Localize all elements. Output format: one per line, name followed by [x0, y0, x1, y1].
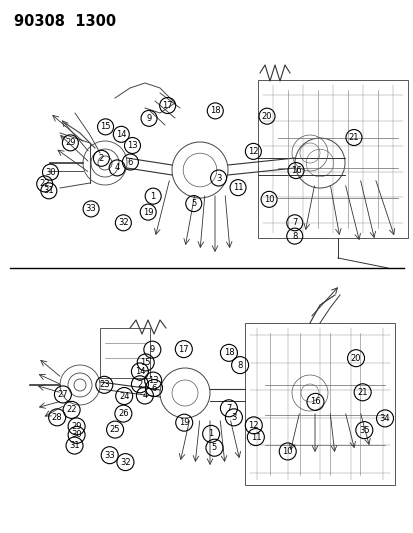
Text: 34: 34 [379, 414, 389, 423]
Text: 4: 4 [142, 391, 147, 400]
Text: 11: 11 [250, 433, 261, 441]
Text: 31: 31 [69, 441, 80, 450]
Text: 33: 33 [104, 451, 115, 459]
Text: 15: 15 [100, 123, 111, 131]
Text: 14: 14 [134, 367, 145, 376]
Text: 4: 4 [114, 164, 119, 172]
Text: 16: 16 [290, 166, 301, 175]
Text: 10: 10 [263, 195, 274, 204]
Text: 2: 2 [137, 380, 142, 389]
Text: 7: 7 [292, 219, 297, 227]
Text: 9: 9 [146, 114, 151, 123]
Text: 29: 29 [71, 422, 82, 431]
Text: 13: 13 [147, 376, 158, 385]
Text: 5: 5 [191, 199, 196, 208]
Text: 28: 28 [52, 413, 62, 422]
Text: 3: 3 [231, 413, 236, 422]
Text: 30: 30 [71, 431, 82, 439]
Text: 17: 17 [178, 345, 189, 353]
Text: 3: 3 [216, 174, 221, 182]
Text: 1: 1 [150, 192, 155, 200]
Text: 20: 20 [261, 112, 272, 120]
Text: 35: 35 [358, 426, 369, 434]
Text: 5: 5 [211, 443, 216, 452]
Text: 2: 2 [99, 154, 104, 163]
Text: 13: 13 [127, 141, 138, 150]
Text: 21: 21 [356, 388, 367, 397]
Text: 17: 17 [162, 101, 173, 110]
Text: 22: 22 [39, 180, 50, 188]
Text: 14: 14 [116, 130, 126, 139]
Text: 22: 22 [66, 406, 77, 414]
Text: 10: 10 [282, 447, 292, 456]
Text: 18: 18 [209, 107, 220, 115]
Text: 27: 27 [57, 390, 68, 399]
Text: 12: 12 [248, 421, 259, 430]
Text: 6: 6 [151, 384, 156, 392]
Text: 32: 32 [118, 219, 128, 227]
Text: 20: 20 [350, 354, 361, 362]
Text: 90308  1300: 90308 1300 [14, 14, 116, 29]
Text: 19: 19 [142, 208, 153, 216]
Text: 24: 24 [119, 392, 129, 400]
Text: 33: 33 [85, 205, 96, 213]
Text: 16: 16 [309, 398, 320, 406]
Text: 15: 15 [140, 358, 151, 367]
Text: 19: 19 [178, 418, 189, 427]
Text: 30: 30 [45, 168, 56, 176]
Text: 7: 7 [226, 404, 231, 413]
Text: 26: 26 [118, 409, 128, 418]
Text: 29: 29 [65, 139, 76, 147]
Text: 6: 6 [128, 158, 133, 166]
Text: 31: 31 [43, 187, 54, 195]
Text: 8: 8 [237, 361, 242, 369]
Text: 25: 25 [109, 425, 120, 434]
Text: 9: 9 [150, 345, 154, 354]
Text: 21: 21 [348, 133, 358, 142]
Text: 8: 8 [292, 232, 297, 240]
Text: 23: 23 [99, 381, 109, 389]
Text: 32: 32 [120, 458, 131, 466]
Text: 18: 18 [223, 349, 234, 357]
Text: 11: 11 [232, 183, 243, 192]
Text: 12: 12 [247, 147, 258, 156]
Text: 1: 1 [208, 430, 213, 438]
